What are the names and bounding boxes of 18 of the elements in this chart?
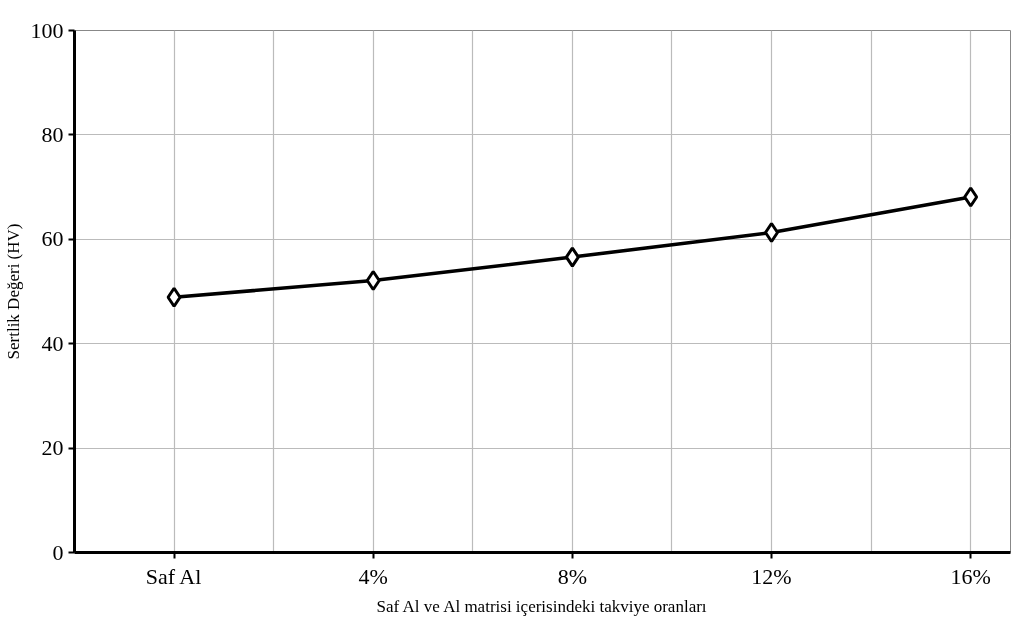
y-tick-label: 80 (41, 121, 64, 147)
x-axis-title: Saf Al ve Al matrisi içerisindeki takviye oranları (376, 596, 707, 616)
y-tick-label: 100 (30, 17, 64, 43)
point (166, 286, 182, 308)
y-tick-label: 0 (52, 539, 64, 565)
point (564, 246, 580, 268)
x-tick-label: 12% (751, 563, 792, 589)
point (365, 270, 381, 292)
x-tick-label: 16% (950, 563, 991, 589)
y-tick-label: 40 (41, 330, 64, 356)
y-tick-label: 20 (41, 435, 64, 461)
y-axis-title: Sertlik Değeri (HV) (3, 223, 23, 360)
point (764, 222, 780, 244)
point (963, 186, 979, 208)
x-tick-label: 8% (557, 563, 588, 589)
x-tick-label: Saf Al (145, 563, 202, 589)
x-tick-label: 4% (358, 563, 388, 589)
y-tick-label: 60 (41, 226, 64, 252)
